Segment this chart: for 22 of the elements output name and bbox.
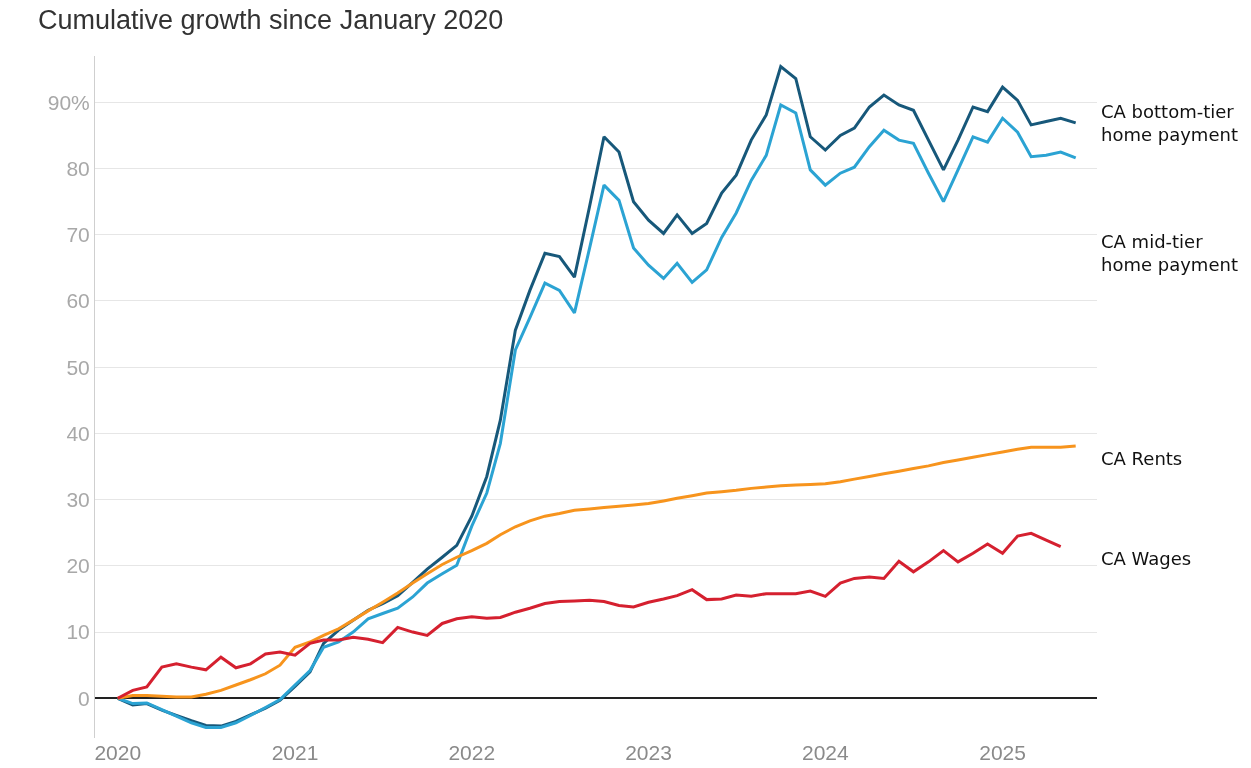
y-tick-label: 60 xyxy=(66,289,90,313)
y-tick-label: 0 xyxy=(78,686,90,710)
x-tick-label: 2024 xyxy=(801,741,849,764)
y-tick-label: 30 xyxy=(66,487,90,511)
y-tick-label: 70 xyxy=(66,223,90,247)
y-tick-label: 80 xyxy=(66,156,90,180)
x-tick-label: 2020 xyxy=(94,741,142,764)
x-tick-label: 2022 xyxy=(448,741,496,764)
x-tick-label: 2025 xyxy=(979,741,1026,764)
y-tick-label: 40 xyxy=(66,421,90,445)
series-label: CA bottom-tier home payment xyxy=(1101,101,1238,146)
y-tick-label: 50 xyxy=(66,355,90,379)
y-tick-label: 90% xyxy=(47,90,90,114)
y-tick-label: 10 xyxy=(66,620,90,644)
text: CA Wages xyxy=(1101,548,1192,569)
x-tick-label: 2023 xyxy=(625,741,672,764)
y-tick-label: 20 xyxy=(66,554,90,578)
text: CA mid-tier home payment xyxy=(1101,231,1238,276)
x-tick-label: 2021 xyxy=(271,741,319,764)
line-series xyxy=(116,531,1063,700)
chart-title: Cumulative growth since January 2020 xyxy=(38,5,504,36)
series-label: CA Rents xyxy=(1101,448,1183,469)
